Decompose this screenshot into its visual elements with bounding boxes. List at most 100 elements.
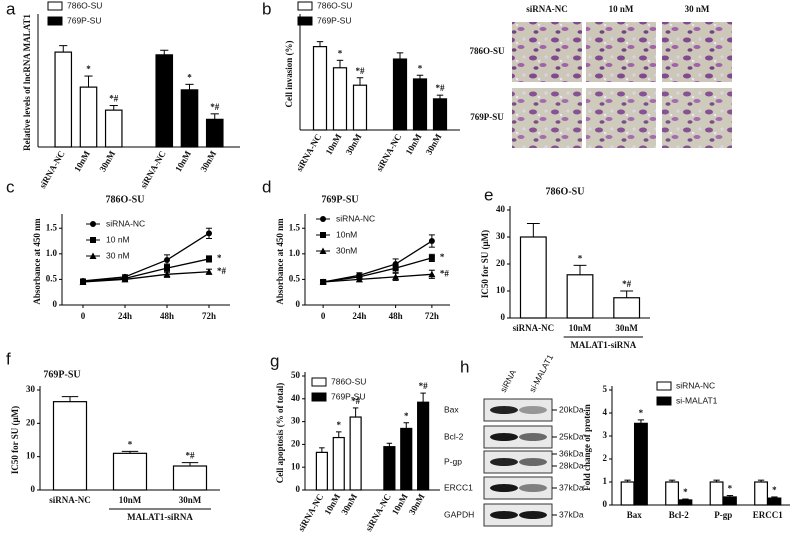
annotation: * — [683, 487, 688, 497]
column-label: siRNA-NC — [526, 4, 568, 14]
y-tick-label: 2 — [603, 453, 608, 463]
bar — [519, 236, 547, 319]
line — [323, 273, 432, 283]
panel-letter: c — [6, 177, 15, 196]
x-tick-label: 10nM — [72, 149, 92, 174]
lane-label: siRNA — [498, 368, 518, 394]
marker-label: 37kDa — [559, 482, 584, 492]
y-tick-label: 1.0 — [289, 248, 301, 258]
bar — [432, 98, 448, 131]
y-tick-label: 20 — [26, 417, 36, 427]
line — [82, 271, 210, 283]
bar — [52, 401, 88, 491]
point — [392, 273, 400, 280]
bar — [315, 451, 328, 491]
legend-label: si-MALAT1 — [676, 395, 718, 405]
legend-label: siRNA-NC — [106, 218, 145, 228]
y-tick-label: 10 — [26, 451, 36, 461]
x-tick-label: 48h — [160, 311, 174, 321]
panel-letter: f — [6, 349, 11, 368]
y-tick-label: 1.0 — [46, 248, 58, 258]
bar — [349, 416, 362, 491]
x-tick-label: 10nM — [569, 323, 592, 333]
legend-swatch — [297, 16, 313, 26]
legend-label: 30nM — [336, 245, 357, 255]
panel-letter: d — [262, 177, 271, 196]
annotation: * — [217, 253, 222, 263]
y-tick-label: 10 — [291, 461, 301, 471]
y-axis-label: Absorbance at 450 nm — [32, 218, 42, 305]
y-tick-label: 0 — [53, 299, 58, 309]
x-tick-label: Bax — [627, 510, 643, 520]
legend-label: 769P-SU — [317, 15, 352, 25]
legend-swatch — [311, 392, 327, 402]
legend-label: 10 nM — [106, 234, 130, 244]
x-tick-label: siRNA-NC — [363, 492, 392, 533]
bar — [180, 89, 199, 148]
point — [79, 278, 87, 285]
y-tick-label: 20 — [496, 258, 506, 268]
annotation: *# — [217, 266, 227, 276]
y-tick-label: 0 — [603, 499, 608, 509]
lane-label: si-MALAT1 — [527, 353, 555, 394]
point — [164, 265, 170, 272]
bar — [392, 58, 408, 131]
x-tick-label: 30nM — [407, 492, 427, 517]
legend-marker — [90, 221, 96, 227]
x-tick-label: 72h — [202, 311, 216, 321]
marker-label: 37kDa — [559, 509, 584, 519]
point — [392, 265, 399, 272]
x-tick-label: 30nM — [179, 495, 202, 505]
legend-marker — [320, 232, 326, 238]
bar — [112, 452, 148, 491]
y-axis-label: Cell invasion (%) — [284, 40, 294, 107]
annotation: *# — [351, 396, 361, 406]
micrograph — [586, 22, 656, 82]
band — [490, 458, 518, 466]
legend-swatch — [311, 377, 327, 387]
annotation: * — [404, 411, 409, 421]
x-tick-label: siRNA-NC — [37, 149, 66, 190]
annotation: *# — [622, 279, 632, 289]
chart-title: 769P-SU — [321, 194, 358, 205]
band — [519, 484, 547, 492]
bar — [332, 436, 345, 491]
point — [121, 275, 129, 283]
panel-letter: h — [460, 357, 469, 376]
y-tick-label: 10 — [496, 285, 506, 295]
annotation: * — [337, 420, 342, 430]
panel-letter: a — [6, 0, 16, 18]
annotation: * — [440, 252, 445, 262]
bar — [613, 297, 641, 319]
micrograph — [662, 22, 732, 82]
annotation: *# — [210, 102, 220, 112]
annotation: * — [728, 484, 733, 494]
panel-letter: b — [262, 0, 271, 18]
protein-label: GAPDH — [444, 509, 474, 519]
point — [164, 256, 170, 263]
legend-label: 769P-SU — [67, 15, 102, 25]
band — [519, 458, 547, 466]
y-axis-label: Cell apoptosis (% of total) — [275, 383, 285, 484]
legend-label: 786O-SU — [67, 0, 102, 10]
x-tick-label: P-gp — [714, 510, 732, 520]
x-axis-label: MALAT1-siRNA — [127, 512, 193, 522]
x-tick-label: 10nM — [119, 495, 142, 505]
annotation: *# — [419, 381, 429, 391]
legend-swatch — [297, 1, 313, 11]
bar — [566, 274, 594, 319]
x-tick-label: 30nM — [344, 132, 364, 157]
y-tick-label: 0 — [296, 299, 301, 309]
y-tick-label: 30 — [291, 416, 301, 426]
band — [490, 433, 518, 441]
legend-marker — [90, 237, 96, 243]
x-tick-label: 72h — [425, 311, 439, 321]
point — [319, 278, 327, 285]
y-axis-label: IC50 for SU (μM) — [480, 230, 490, 298]
y-tick-label: 40 — [291, 393, 301, 403]
x-tick-label: ERCC1 — [753, 510, 784, 520]
point — [355, 275, 363, 283]
band — [519, 406, 547, 414]
band — [490, 511, 518, 519]
